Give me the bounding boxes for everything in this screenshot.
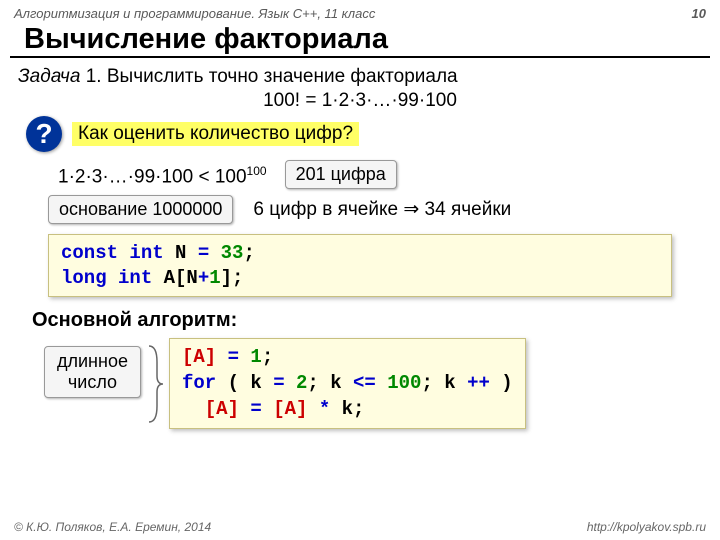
task-line: Задача 1. Вычислить точно значение факто… [18, 66, 702, 88]
footer-url: http://kpolyakov.spb.ru [587, 520, 706, 534]
base-badge: основание 1000000 [48, 195, 233, 224]
header-left: Алгоритмизация и программирование. Язык … [14, 6, 375, 21]
brace-icon [147, 342, 163, 429]
task-text: Вычислить точно значение факториала [107, 66, 458, 87]
longnum-l2: число [57, 372, 128, 393]
task-label: Задача [18, 66, 80, 87]
footer-copyright: © К.Ю. Поляков, Е.А. Еремин, 2014 [14, 520, 211, 534]
factorial-formula: 100! = 1·2·3·…·99·100 [18, 90, 702, 112]
task-num: 1. [86, 66, 102, 87]
ineq-left: 1·2·3·…·99·100 < 100 [58, 166, 247, 187]
inequality: 1·2·3·…·99·100 < 100100 [58, 160, 267, 188]
digits-badge: 201 цифра [285, 160, 397, 189]
cells-text: 6 цифр в ячейке ⇒ 34 ячейки [253, 198, 511, 221]
algorithm-title: Основной алгоритм: [32, 309, 702, 332]
long-number-badge: длинное число [44, 346, 141, 397]
code-algorithm: [A] = 1; for ( k = 2; k <= 100; k ++ ) [… [169, 338, 526, 429]
question-icon: ? [26, 116, 62, 152]
longnum-l1: длинное [57, 351, 128, 372]
page-number: 10 [692, 6, 706, 21]
question-text: Как оценить количество цифр? [72, 122, 359, 146]
page-title: Вычисление факториала [10, 23, 710, 58]
ineq-sup: 100 [247, 164, 267, 178]
code-declaration: const int N = 33; long int A[N+1]; [48, 234, 672, 297]
